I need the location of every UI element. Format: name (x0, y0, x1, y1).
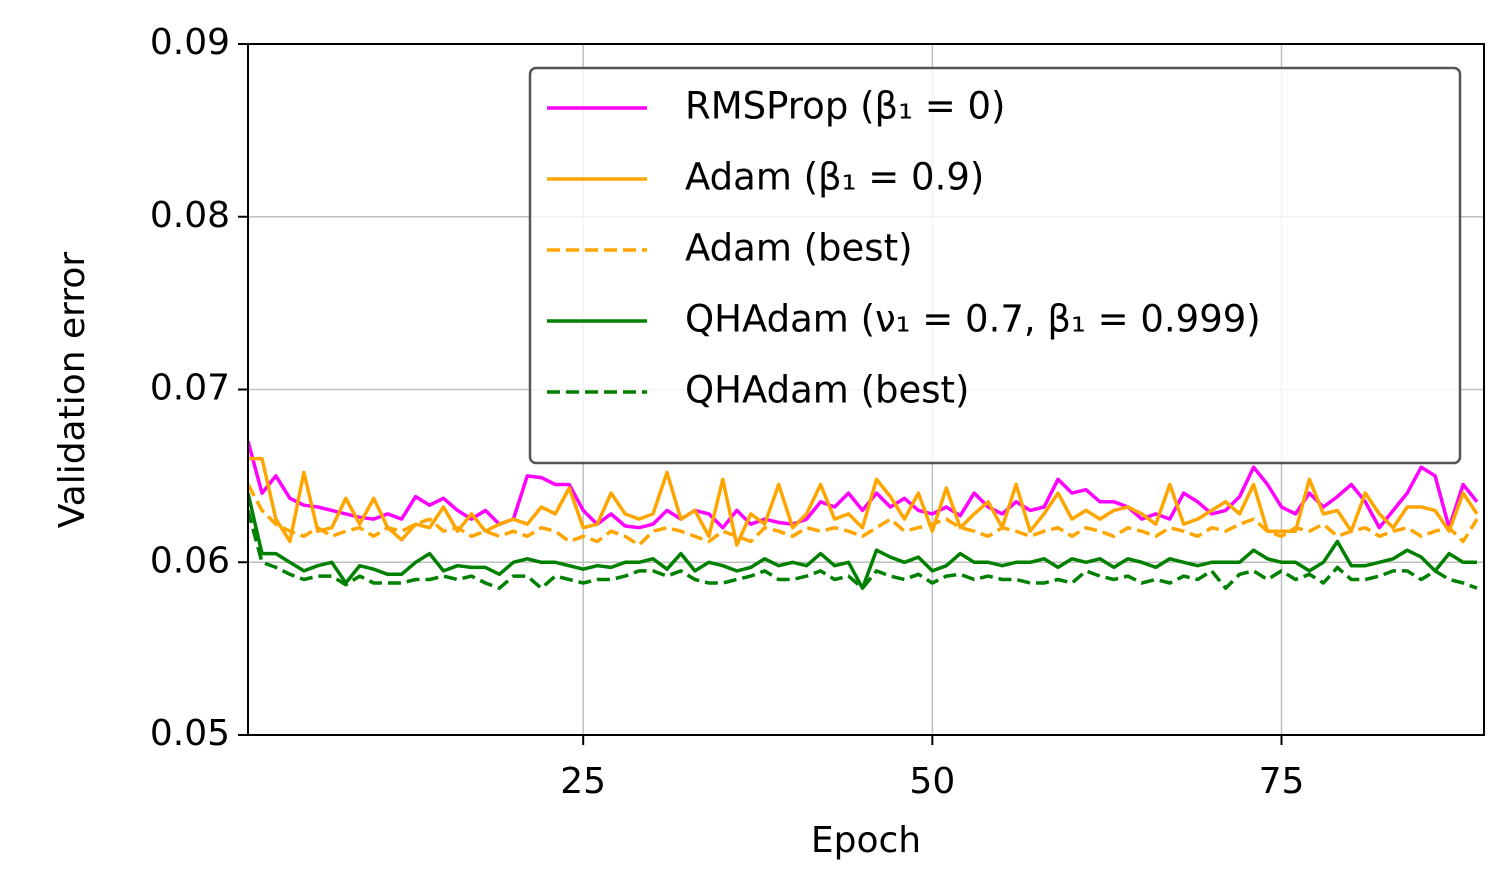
series-line (248, 509, 1478, 590)
series-line (248, 483, 1479, 547)
series-line (248, 440, 1479, 530)
legend-box (528, 66, 1462, 465)
y-tick-label: 0.07 (150, 368, 230, 409)
x-tick-label: 50 (909, 761, 955, 802)
series-line (248, 456, 1479, 547)
legend: RMSProp (β₁ = 0) Adam (β₁ = 0.9) Adam (bes… (528, 66, 1462, 465)
y-tick-label: 0.05 (150, 713, 230, 754)
y-axis-label: Validation error (52, 252, 93, 529)
legend-label: RMSProp (β₁ = 0) (685, 85, 1005, 128)
plot-frame (247, 43, 1485, 736)
x-axis-label: Epoch (811, 820, 921, 861)
y-tick-label: 0.06 (150, 540, 230, 581)
y-tick-label: 0.09 (150, 22, 230, 63)
x-tick-label: 75 (1259, 761, 1305, 802)
legend-label: Adam (β₁ = 0.9) (685, 156, 984, 199)
series-line (248, 492, 1477, 590)
legend-label: QHAdam (best) (685, 369, 969, 412)
x-tick-label: 25 (560, 761, 606, 802)
y-tick-label: 0.08 (150, 195, 230, 236)
legend-label: Adam (best) (685, 227, 913, 270)
legend-label: QHAdam (ν₁ = 0.7, β₁ = 0.999) (685, 298, 1261, 341)
